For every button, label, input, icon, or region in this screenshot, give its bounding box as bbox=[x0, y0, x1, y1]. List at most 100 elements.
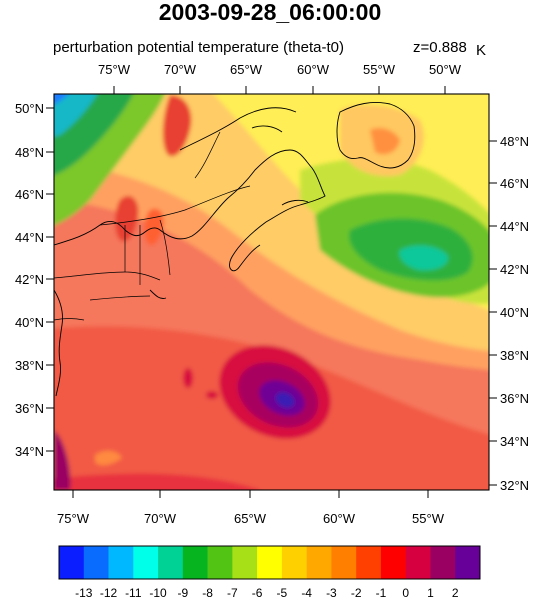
right-tick-label: 36°N bbox=[500, 391, 529, 406]
colorbar-box bbox=[356, 546, 382, 579]
coast-anticosti bbox=[251, 125, 283, 133]
units-label: K bbox=[476, 42, 486, 59]
field-newfoundland-hot bbox=[370, 128, 400, 155]
top-tick-label: 50°W bbox=[429, 62, 462, 77]
variable-description: perturbation potential temperature (thet… bbox=[53, 39, 344, 56]
colorbar-label: -8 bbox=[202, 586, 213, 600]
coast-cape-cod bbox=[149, 289, 167, 299]
colorbar-label: -5 bbox=[277, 586, 288, 600]
field-sw-spot bbox=[95, 450, 122, 466]
colorbar-label: -9 bbox=[177, 586, 188, 600]
temperature-field bbox=[54, 94, 489, 490]
colorbar-box bbox=[207, 546, 233, 579]
bottom-tick-label: 60°W bbox=[323, 511, 356, 526]
bottom-tick-label: 65°W bbox=[234, 511, 267, 526]
top-tick-label: 75°W bbox=[98, 62, 131, 77]
field-spot-2 bbox=[206, 391, 218, 399]
left-tick-label: 50°N bbox=[15, 101, 44, 116]
colorbar-label: -12 bbox=[100, 586, 118, 600]
map-frame bbox=[53, 93, 490, 491]
coast-cape-breton bbox=[281, 199, 309, 206]
colorbar-box bbox=[455, 546, 481, 579]
colorbar-label: -2 bbox=[351, 586, 362, 600]
bottom-axis: 75°W 70°W 65°W 60°W 55°W bbox=[57, 490, 445, 526]
colorbar-label: -10 bbox=[149, 586, 167, 600]
left-tick-label: 46°N bbox=[15, 187, 44, 202]
colorbar-label: -11 bbox=[125, 586, 142, 600]
colorbar-label: -1 bbox=[376, 586, 387, 600]
field-far-south bbox=[54, 473, 260, 490]
top-tick-label: 70°W bbox=[164, 62, 197, 77]
boundary-nj bbox=[54, 318, 85, 321]
right-tick-label: 44°N bbox=[500, 219, 529, 234]
left-tick-label: 42°N bbox=[15, 272, 44, 287]
colorbar-box bbox=[83, 546, 109, 579]
right-tick-label: 32°N bbox=[500, 478, 529, 493]
boundary-us-canada bbox=[99, 185, 251, 226]
field-quebec-blue bbox=[54, 94, 69, 105]
colorbar-label: -6 bbox=[252, 586, 263, 600]
left-tick-label: 34°N bbox=[15, 444, 44, 459]
bottom-tick-label: 75°W bbox=[57, 511, 90, 526]
level-label: z=0.888 bbox=[413, 39, 467, 56]
colorbar: -13 -12 -11 -10 -9 -8 -7 -6 -5 -4 -3 -2 -1 0 1 2 bbox=[58, 545, 481, 600]
right-tick-label: 48°N bbox=[500, 134, 529, 149]
left-tick-label: 40°N bbox=[15, 315, 44, 330]
bottom-tick-label: 70°W bbox=[144, 511, 177, 526]
field-ridge-west bbox=[115, 195, 139, 242]
right-tick-label: 46°N bbox=[500, 176, 529, 191]
coast-new-england-maritimes bbox=[54, 149, 326, 272]
left-tick-label: 36°N bbox=[15, 401, 44, 416]
coastlines bbox=[54, 101, 416, 397]
left-tick-label: 48°N bbox=[15, 145, 44, 160]
field-ridge-center bbox=[144, 208, 164, 246]
colorbar-box bbox=[405, 546, 431, 579]
colorbar-label: -7 bbox=[227, 586, 238, 600]
left-tick-label: 38°N bbox=[15, 358, 44, 373]
colorbar-box bbox=[59, 546, 85, 579]
right-axis: 48°N 46°N 44°N 42°N 40°N 38°N 36°N 34°N … bbox=[489, 134, 529, 493]
left-axis: 50°N 48°N 46°N 44°N 42°N 40°N 38°N 36°N … bbox=[15, 101, 54, 459]
right-tick-label: 38°N bbox=[500, 348, 529, 363]
colorbar-box bbox=[380, 546, 406, 579]
top-axis: 75°W 70°W 65°W 60°W 55°W 50°W bbox=[98, 62, 462, 94]
field-cold-core bbox=[399, 245, 449, 271]
colorbar-box bbox=[257, 546, 283, 579]
colorbar-box bbox=[430, 546, 456, 579]
coast-newfoundland bbox=[336, 101, 416, 169]
field-spot-1 bbox=[183, 368, 193, 388]
colorbar-label: 2 bbox=[452, 586, 459, 600]
top-tick-label: 60°W bbox=[297, 62, 330, 77]
colorbar-frame bbox=[58, 545, 481, 580]
plot-title: 2003-09-28_06:00:00 bbox=[159, 0, 382, 25]
coast-st-lawrence bbox=[179, 107, 297, 151]
right-tick-label: 40°N bbox=[500, 305, 529, 320]
top-tick-label: 55°W bbox=[363, 62, 396, 77]
colorbar-label: -13 bbox=[75, 586, 93, 600]
colorbar-label: -4 bbox=[301, 586, 312, 600]
boundary-ct-ma bbox=[89, 295, 151, 301]
colorbar-box bbox=[182, 546, 208, 579]
right-tick-label: 34°N bbox=[500, 434, 529, 449]
colorbar-box bbox=[331, 546, 357, 579]
right-tick-label: 42°N bbox=[500, 262, 529, 277]
colorbar-label: -3 bbox=[326, 586, 337, 600]
boundary-qc-nb bbox=[194, 131, 221, 179]
field-ridge-north bbox=[162, 95, 192, 157]
field-hurricane-eye bbox=[275, 392, 295, 408]
colorbar-label: 0 bbox=[402, 586, 409, 600]
top-tick-label: 65°W bbox=[230, 62, 263, 77]
colorbar-box bbox=[158, 546, 184, 579]
colorbar-box bbox=[306, 546, 332, 579]
field-sw-corner bbox=[54, 430, 71, 490]
colorbar-box bbox=[133, 546, 159, 579]
political-boundaries bbox=[54, 131, 251, 321]
left-tick-label: 44°N bbox=[15, 230, 44, 245]
field-quebec-teal bbox=[54, 94, 98, 137]
colorbar-box bbox=[108, 546, 134, 579]
colorbar-label: 1 bbox=[427, 586, 434, 600]
colorbar-box bbox=[281, 546, 307, 579]
bottom-tick-label: 55°W bbox=[412, 511, 445, 526]
boundary-nh-me bbox=[159, 219, 171, 276]
